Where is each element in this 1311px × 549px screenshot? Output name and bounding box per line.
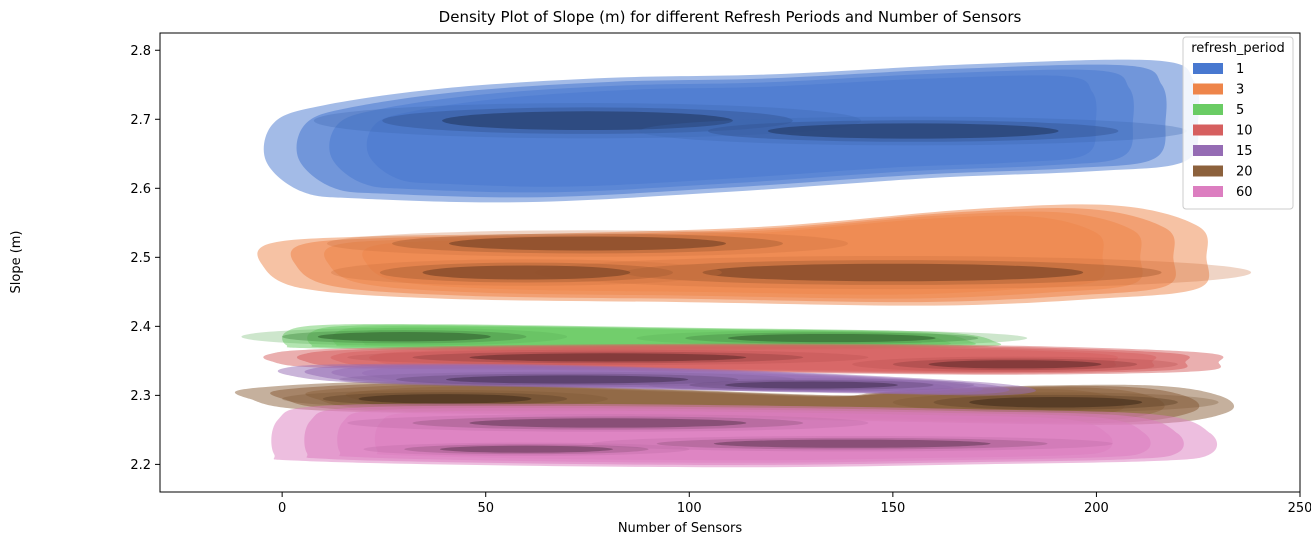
legend-swatch-10: [1193, 124, 1223, 136]
legend: refresh_period 1 3 5 10 15 20 60: [1182, 36, 1294, 210]
density-peak-20-0-2: [358, 394, 532, 404]
density-peak-10-0-2: [469, 353, 747, 362]
density-series-layer: [234, 59, 1252, 468]
density-series-15: [277, 363, 1036, 396]
legend-label-15: 15: [1236, 144, 1253, 159]
legend-label-1: 1: [1236, 62, 1244, 77]
legend-label-10: 10: [1236, 124, 1253, 139]
density-series-60: [271, 403, 1218, 468]
legend-label-5: 5: [1236, 103, 1244, 118]
y-tick-label: 2.2: [130, 458, 151, 473]
density-peak-5-1-2: [727, 333, 936, 343]
legend-label-60: 60: [1236, 185, 1253, 200]
y-tick-label: 2.4: [130, 320, 151, 335]
x-axis-label: Number of Sensors: [618, 521, 743, 536]
density-peak-1-1-2: [767, 123, 1059, 139]
density-peak-3-0-2: [449, 236, 726, 251]
legend-swatch-3: [1193, 83, 1223, 95]
y-tick-label: 2.5: [130, 251, 151, 266]
y-tick-label: 2.3: [130, 389, 151, 404]
density-peak-15-0-2: [446, 375, 689, 384]
y-tick-label: 2.8: [130, 44, 151, 59]
x-tick-label: 200: [1084, 501, 1109, 516]
y-tick-label: 2.6: [130, 182, 151, 197]
legend-swatch-1: [1193, 63, 1223, 74]
legend-items: 1 3 5 10 15 20 60: [1193, 62, 1253, 200]
chart-title: Density Plot of Slope (m) for different …: [439, 8, 1022, 26]
density-peak-1-0-2: [442, 111, 733, 131]
x-tick-label: 0: [278, 501, 286, 516]
density-band-5-3: [360, 326, 922, 349]
plot-frame: [159, 32, 1301, 493]
legend-label-20: 20: [1236, 165, 1253, 180]
density-peak-3-1-2: [702, 263, 1084, 282]
x-tick-label: 100: [677, 501, 702, 516]
density-peak-10-1-2: [928, 360, 1102, 369]
legend-swatch-20: [1193, 165, 1223, 177]
y-axis: 2.2 2.3 2.4 2.5 2.6 2.7 2.8: [130, 44, 160, 473]
density-series-1: [263, 59, 1200, 203]
y-axis-label: Slope (m): [9, 230, 24, 293]
density-peak-3-2-2: [422, 265, 631, 280]
legend-label-3: 3: [1236, 83, 1244, 98]
legend-swatch-60: [1193, 186, 1223, 197]
legend-swatch-15: [1193, 145, 1223, 156]
x-tick-label: 250: [1288, 501, 1311, 516]
density-peak-5-0-2: [317, 332, 491, 342]
density-peak-60-1-2: [713, 439, 991, 448]
x-tick-label: 150: [880, 501, 905, 516]
legend-title: refresh_period: [1191, 41, 1285, 56]
x-axis: 0 50 100 150 200 250: [278, 492, 1311, 516]
density-band-1-3: [366, 75, 1097, 187]
density-peak-20-1-2: [969, 396, 1143, 408]
density-peak-15-1-2: [724, 381, 898, 389]
legend-swatch-5: [1193, 104, 1223, 115]
density-peak-60-2-2: [439, 445, 613, 453]
x-tick-label: 50: [477, 501, 494, 516]
y-tick-label: 2.7: [130, 113, 151, 128]
density-peak-60-0-2: [469, 418, 747, 428]
density-series-3: [257, 204, 1252, 306]
